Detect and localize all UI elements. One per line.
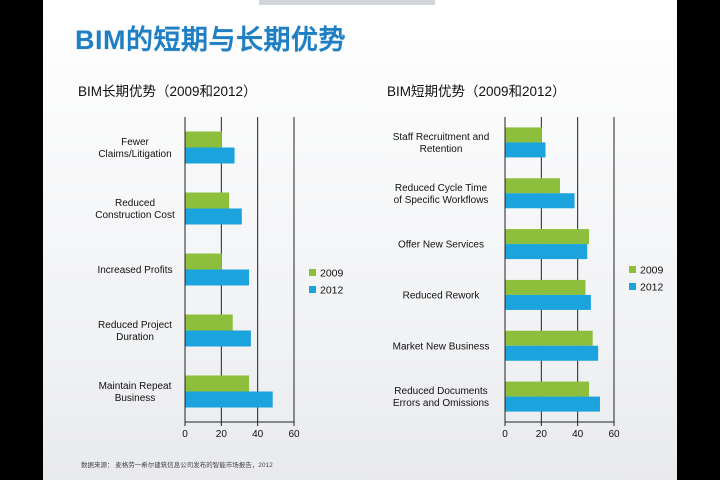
category-label: Reduced Cycle Time of Specific Workflows	[394, 183, 489, 206]
bar-2012	[505, 294, 591, 310]
legend-swatch-2012	[309, 286, 316, 293]
bar-2012	[185, 208, 242, 225]
long-term-chart-plot: 0 20 40 60 Fewer Claims/Litigation Reduced Cons…	[95, 117, 344, 440]
bar-2009	[505, 381, 590, 397]
bar-2009	[505, 279, 586, 295]
category-label: Increased Profits	[97, 265, 172, 276]
bar-2012	[505, 142, 546, 158]
bar-2009	[505, 127, 542, 143]
bar-2012	[185, 269, 250, 286]
x-tick-label: 40	[572, 429, 584, 440]
x-tick-label: 20	[536, 429, 548, 440]
bar-2009	[185, 375, 250, 392]
source-footnote: 数据来源： 麦格劳一希尔建筑信息公司发布的智能市场报告，2012	[81, 462, 273, 469]
bar-2009	[505, 229, 590, 245]
bar-2012	[505, 244, 588, 260]
category-label: Reduced Rework	[403, 290, 481, 301]
category-label: Reduced Documents Errors and Omissions	[393, 386, 489, 409]
x-tick-label: 20	[216, 429, 228, 440]
x-tick-label: 0	[502, 429, 508, 440]
bar-2012	[185, 147, 235, 164]
slide-title: BIM的短期与长期优势	[75, 25, 346, 55]
category-label: Staff Recruitment and Retention	[393, 132, 490, 155]
bar-2009	[185, 131, 222, 148]
category-label: Reduced Construction Cost	[95, 198, 175, 221]
bar-2009	[505, 178, 560, 194]
legend-label: 2012	[640, 282, 664, 294]
bar-2012	[185, 330, 251, 347]
slide-top-bar	[259, 0, 435, 5]
x-tick-label: 0	[182, 429, 188, 440]
bar-2009	[505, 330, 593, 346]
legend-swatch-2009	[309, 269, 316, 276]
bar-2012	[505, 193, 575, 209]
x-tick-label: 60	[608, 429, 620, 440]
chart-title: BIM长期优势（2009和2012）	[78, 84, 257, 99]
legend-swatch-2009	[629, 266, 636, 273]
long-term-benefits-chart: BIM长期优势（2009和2012） 0 20 40 60 Fewer Claims/Li…	[43, 0, 363, 460]
category-label: Fewer Claims/Litigation	[98, 137, 171, 160]
bar-2009	[185, 253, 222, 270]
legend-swatch-2012	[629, 283, 636, 290]
x-tick-label: 40	[252, 429, 264, 440]
bar-2012	[505, 396, 600, 412]
bar-2012	[505, 345, 599, 361]
bar-2009	[185, 314, 233, 331]
legend-label: 2012	[320, 285, 344, 297]
slide: BIM的短期与长期优势 BIM长期优势（2009和2012） 0 20 40 60 Fe…	[43, 0, 677, 480]
short-term-chart-plot: 0 20 40 60 Staff Recruitment and Retention Red…	[393, 117, 664, 440]
bar-2009	[185, 192, 230, 209]
category-label: Maintain Repeat Business	[99, 381, 172, 404]
category-label: Market New Business	[393, 341, 490, 352]
category-label: Reduced Project Duration	[98, 320, 172, 343]
legend-label: 2009	[640, 265, 664, 277]
short-term-benefits-chart: BIM短期优势（2009和2012） 0 20 40 60 Staff Recruitm…	[359, 0, 677, 460]
x-tick-label: 60	[288, 429, 300, 440]
bar-2012	[185, 391, 273, 408]
category-label: Offer New Services	[398, 240, 484, 251]
chart-title: BIM短期优势（2009和2012）	[387, 84, 566, 99]
legend-label: 2009	[320, 268, 344, 280]
